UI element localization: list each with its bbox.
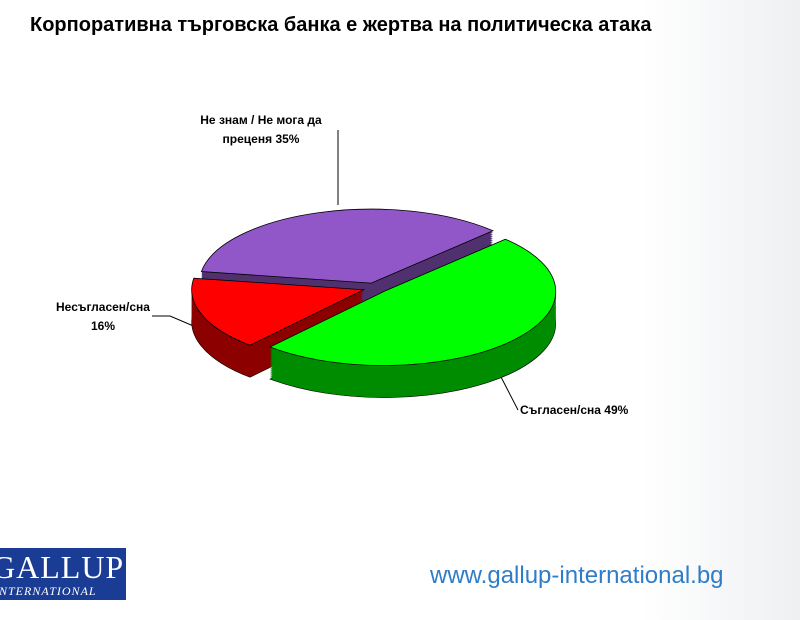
leader-line — [499, 374, 519, 411]
label-category: Не знам / Не мога да преценя — [200, 113, 322, 146]
label-value: 16% — [90, 319, 116, 333]
pie-slice — [200, 208, 494, 284]
slice — [268, 238, 557, 398]
footer-url: www.gallup-international.bg — [430, 562, 724, 589]
slice-label: Съгласен/сна 49% — [520, 401, 628, 420]
pie-slice — [268, 238, 557, 366]
logo-text: GALLUP — [0, 549, 125, 585]
label-value: 49% — [604, 403, 629, 417]
chart-title: Корпоративна търговска банка е жертва на… — [30, 14, 652, 36]
slice-label: Несъгласен/сна 16% — [48, 298, 158, 336]
label-value: 35% — [275, 132, 300, 146]
logo: GALLUP INTERNATIONAL — [0, 548, 126, 600]
pie-slice — [191, 277, 366, 346]
slice-label: Не знам / Не мога да преценя 35% — [176, 111, 346, 149]
label-category: Съгласен/сна — [520, 403, 601, 417]
label-category: Несъгласен/сна — [56, 300, 150, 314]
logo-subtext: INTERNATIONAL — [0, 584, 97, 598]
